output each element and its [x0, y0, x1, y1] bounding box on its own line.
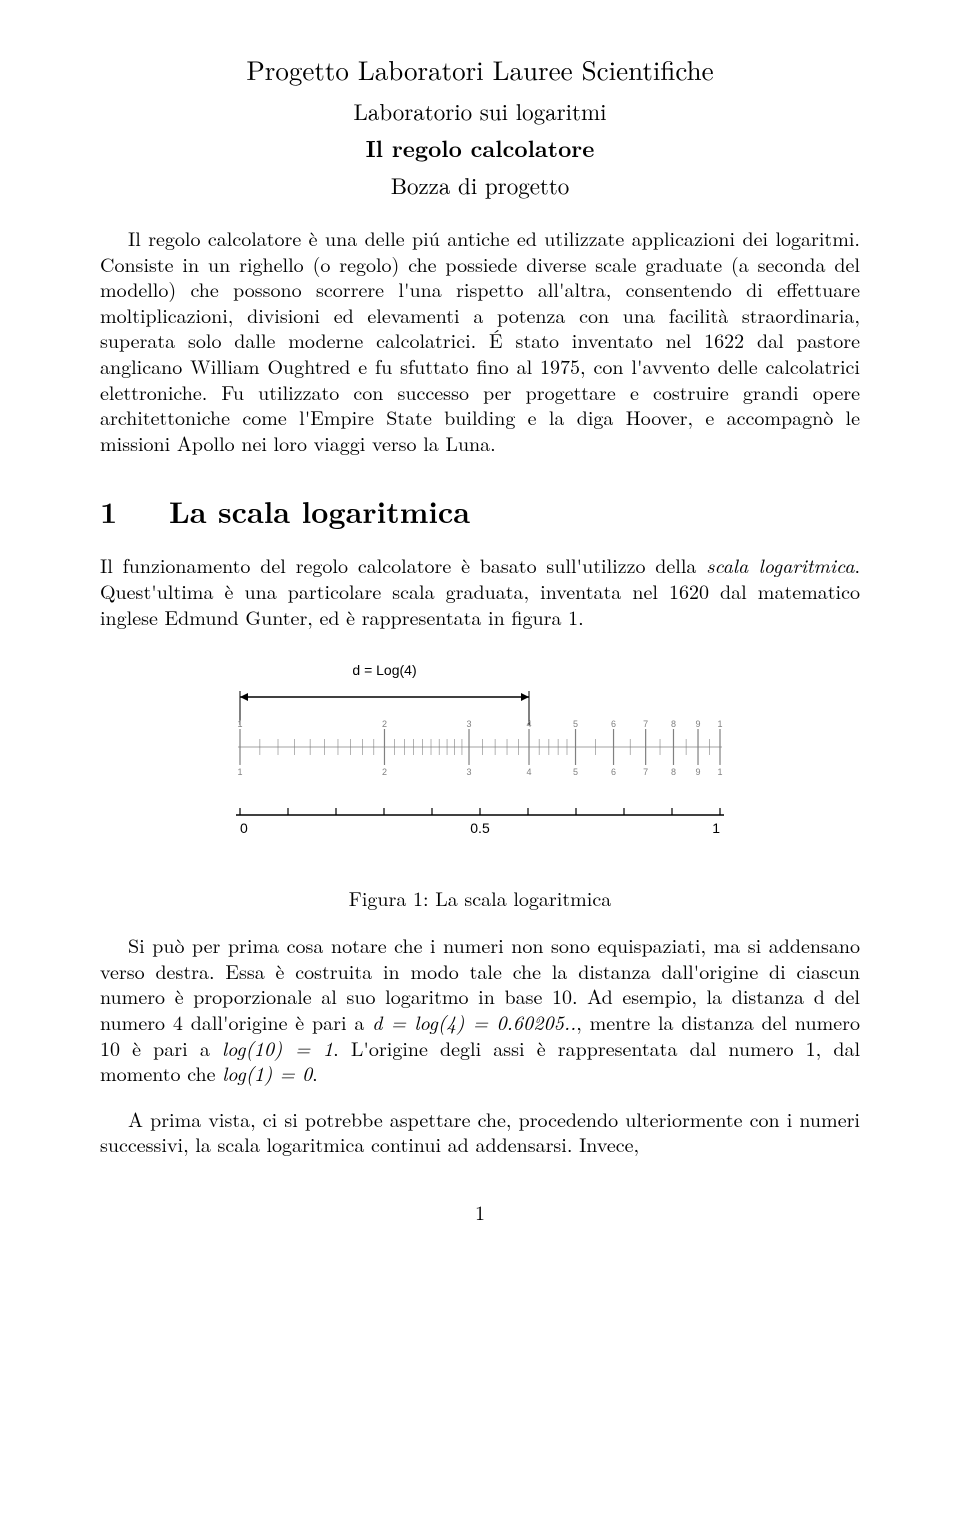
figure-caption: Figura 1: La scala logaritmica	[100, 883, 860, 912]
svg-text:3: 3	[467, 719, 472, 729]
svg-text:1: 1	[717, 719, 722, 729]
svg-text:1: 1	[237, 767, 242, 777]
svg-text:d = Log(4): d = Log(4)	[352, 662, 416, 678]
svg-text:3: 3	[467, 767, 472, 777]
log-scale-diagram: d = Log(4) 1 1 2 2 3 3 4 4 5 5 6 6 7 7 8 8 9 9 1 1 0 0.5 1	[210, 655, 750, 855]
svg-text:1: 1	[717, 767, 722, 777]
figure-1: d = Log(4) 1 1 2 2 3 3 4 4 5 5 6 6 7 7 8 8 9 9 1 1 0 0.5 1 Figu…	[100, 655, 860, 912]
svg-text:2: 2	[382, 767, 387, 777]
svg-text:7: 7	[643, 719, 648, 729]
title-main: Progetto Laboratori Lauree Scientifiche	[100, 50, 860, 88]
svg-text:1: 1	[237, 719, 242, 729]
page-container: Progetto Laboratori Lauree Scientifiche …	[0, 0, 960, 1266]
svg-text:5: 5	[573, 767, 578, 777]
svg-text:7: 7	[643, 767, 648, 777]
section-number: 1	[100, 489, 117, 532]
svg-text:5: 5	[573, 719, 578, 729]
svg-text:6: 6	[611, 719, 616, 729]
svg-text:9: 9	[696, 767, 701, 777]
svg-text:8: 8	[671, 719, 676, 729]
svg-text:1: 1	[712, 820, 720, 836]
svg-text:9: 9	[696, 719, 701, 729]
p3f-math: log(1) = 0	[222, 1058, 312, 1087]
paragraph-scale-intro: Il funzionamento del regolo calcolatore …	[100, 552, 860, 629]
svg-text:4: 4	[527, 719, 532, 729]
p3g: .	[312, 1058, 318, 1087]
section-title: La scala logaritmica	[169, 489, 470, 532]
paragraph-continue: A prima vista, ci si potrebbe aspettare …	[100, 1106, 860, 1157]
svg-text:2: 2	[382, 719, 387, 729]
page-number: 1	[100, 1197, 860, 1226]
paragraph-explain: Si può per prima cosa notare che i numer…	[100, 932, 860, 1086]
title-sub1: Laboratorio sui logaritmi	[100, 94, 860, 127]
title-sub3: Bozza di progetto	[100, 168, 860, 201]
title-sub2: Il regolo calcolatore	[100, 131, 860, 164]
paragraph-intro: Il regolo calcolatore è una delle piú an…	[100, 225, 860, 455]
section-heading: 1 La scala logaritmica	[100, 489, 860, 532]
svg-text:0.5: 0.5	[470, 820, 490, 836]
svg-text:4: 4	[527, 767, 532, 777]
svg-text:6: 6	[611, 767, 616, 777]
svg-text:0: 0	[240, 820, 248, 836]
svg-text:8: 8	[671, 767, 676, 777]
